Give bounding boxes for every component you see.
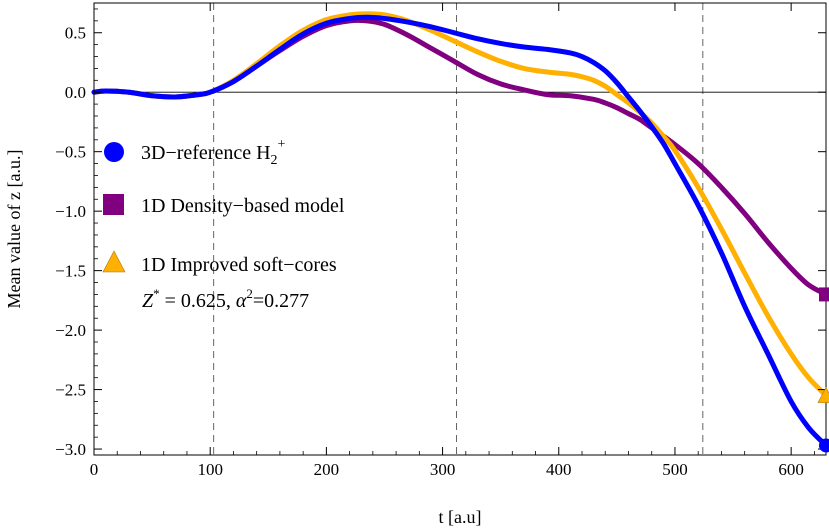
x-tick-label-5: 500 xyxy=(662,460,688,479)
legend-label-density-model: 1D Density−based model xyxy=(141,195,345,217)
x-tick-label-1: 100 xyxy=(197,460,223,479)
annotation-alpha-value: =0.277 xyxy=(253,290,309,312)
legend-entry-density-model: 1D Density−based model xyxy=(103,194,345,217)
x-tick-label-6: 600 xyxy=(778,460,804,479)
legend-entry-soft-cores: 1D Improved soft−cores xyxy=(102,250,337,276)
y-tick-label-5: −0.5 xyxy=(55,143,86,162)
legend-series-sub-1: 2 xyxy=(271,153,278,168)
annotation-z: Z xyxy=(142,290,154,312)
legend-series-sup-1: + xyxy=(278,137,286,152)
legend-square-marker xyxy=(103,194,124,215)
legend-entry-3d-reference: 3D−reference H2+ xyxy=(104,137,286,168)
y-tick-label-6: 0.0 xyxy=(65,83,86,102)
annotation-alpha: α xyxy=(236,290,247,312)
y-axis-ticks: −3.0 −2.5 −2.0 −1.5 −1.0 −0.5 0.0 0.5 xyxy=(55,8,826,459)
annotation-z-sup: * xyxy=(153,286,160,301)
y-tick-label-4: −1.0 xyxy=(55,202,86,221)
legend-triangle-marker xyxy=(102,250,126,273)
y-tick-label-7: 0.5 xyxy=(65,24,86,43)
y-tick-label-1: −2.5 xyxy=(55,381,86,400)
y-tick-label-2: −2.0 xyxy=(55,321,86,340)
x-tick-label-4: 400 xyxy=(546,460,572,479)
legend: 3D−reference H2+ 1D Density−based model … xyxy=(102,137,345,312)
y-axis-label: Mean value of z [a.u.] xyxy=(4,150,24,309)
end-marker-2 xyxy=(817,386,829,403)
annotation-alpha-sup: 2 xyxy=(246,286,253,301)
series-end-markers xyxy=(817,287,829,453)
x-tick-label-2: 200 xyxy=(314,460,340,479)
annotation-parameters: Z* = 0.625, α2=0.277 xyxy=(142,286,309,312)
series-lines xyxy=(91,11,829,448)
y-tick-label-0: −3.0 xyxy=(55,440,86,459)
legend-label-3d-reference: 3D−reference H2+ xyxy=(141,137,286,168)
x-tick-label-3: 300 xyxy=(430,460,456,479)
legend-series-name-1: 3D−reference H xyxy=(141,142,271,164)
plot-frame xyxy=(93,2,827,456)
end-marker-1 xyxy=(819,287,829,302)
vertical-dashed-lines xyxy=(213,3,704,455)
x-tick-label-0: 0 xyxy=(90,460,99,479)
y-tick-label-3: −1.5 xyxy=(55,262,86,281)
legend-circle-marker xyxy=(104,142,124,162)
end-marker-0 xyxy=(819,438,829,453)
x-axis-label: t [a.u] xyxy=(439,507,482,527)
legend-label-soft-cores: 1D Improved soft−cores xyxy=(141,254,337,276)
annotation-z-value: = 0.625, xyxy=(160,290,236,312)
series-line-0 xyxy=(91,14,829,448)
x-axis-ticks: 0 100 200 300 400 500 600 xyxy=(90,3,815,479)
